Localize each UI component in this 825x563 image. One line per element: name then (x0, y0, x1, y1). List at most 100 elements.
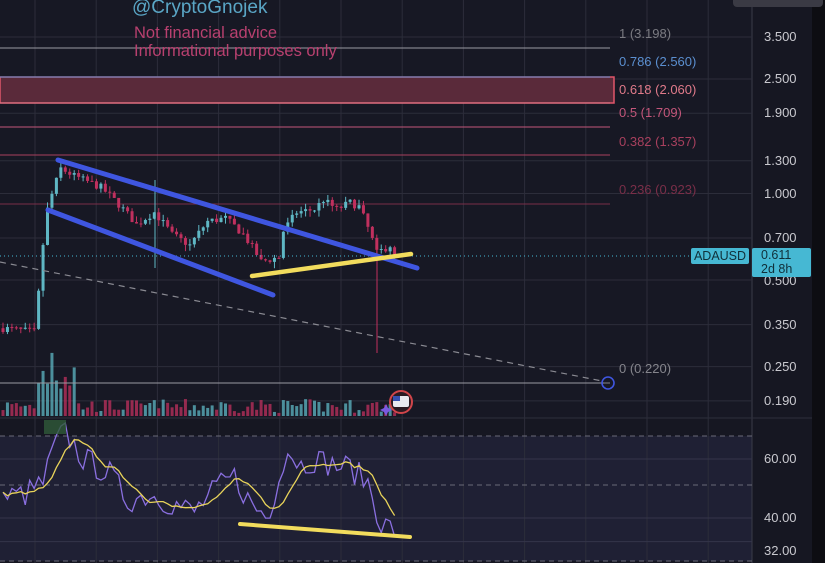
volume-bar (228, 404, 232, 416)
candle-body (272, 257, 276, 262)
candle-body (290, 214, 294, 223)
volume-bar (108, 400, 112, 416)
fib-label-0786: 0.786 (2.560) (619, 54, 697, 69)
current-price: 0.611 (761, 248, 792, 262)
volume-bar (72, 367, 76, 416)
candle-body (264, 259, 268, 261)
candle-body (72, 173, 76, 175)
candle-body (86, 176, 90, 181)
volume-bar (264, 404, 268, 416)
volume-bar (277, 412, 281, 416)
candle-body (10, 327, 14, 329)
candle-body (210, 218, 214, 221)
rsi-ma-line (2, 439, 396, 516)
right-edge (812, 0, 825, 563)
candle-body (353, 199, 357, 209)
candle-body (59, 167, 63, 178)
candle-body (126, 207, 130, 212)
volume-bar (259, 400, 263, 416)
candle-body (28, 327, 32, 329)
candle-body (112, 192, 116, 198)
fib-label-05: 0.5 (1.709) (619, 105, 682, 120)
us-flag-canton (393, 396, 400, 401)
candle-body (255, 243, 259, 255)
volume-bar (206, 407, 210, 416)
volume-bar (130, 400, 134, 416)
volume-bar (117, 409, 121, 416)
volume-bar (232, 411, 236, 416)
candle-body (335, 205, 339, 207)
candle-body (339, 206, 343, 208)
price-tick: 3.500 (764, 29, 797, 44)
rsi-tick: 60.00 (764, 451, 797, 466)
candle-body (237, 224, 241, 234)
volume-bar (86, 407, 90, 416)
volume-bar (375, 402, 379, 416)
volume-bar (1, 410, 5, 416)
volume-bar (241, 411, 245, 416)
candle-body (295, 213, 299, 215)
volume-bar (28, 404, 32, 416)
candle-body (1, 328, 5, 333)
volume-bar (348, 400, 352, 416)
candle-body (281, 231, 285, 258)
volume-bar (59, 388, 63, 416)
candle-body (308, 209, 312, 211)
candle-body (268, 260, 272, 262)
price-tick: 0.350 (764, 317, 797, 332)
candle-body (326, 199, 330, 203)
drawing-anchor-handle[interactable] (601, 376, 615, 390)
candle-body (388, 247, 392, 252)
top-right-toolbar-button[interactable] (733, 0, 823, 7)
volume-bar (250, 402, 254, 416)
volume-bar (90, 401, 94, 416)
candle-body (201, 227, 205, 231)
candle-body (370, 226, 374, 238)
candle-body (313, 210, 316, 212)
support-line (249, 251, 414, 279)
volume-bar (246, 406, 250, 416)
candle-body (188, 244, 192, 246)
price-tick: 0.190 (764, 393, 797, 408)
volume-bar (81, 409, 85, 416)
volume-bar (379, 411, 383, 416)
volume-bar (170, 407, 174, 416)
volume-bar (353, 412, 357, 416)
volume-bar (157, 408, 161, 416)
volume-bar (94, 411, 98, 416)
volume-bar (99, 410, 103, 416)
volume-bar (366, 404, 370, 416)
candle-body (250, 242, 254, 244)
volume-bar (152, 400, 156, 416)
candle-body (37, 290, 41, 329)
current-price-label: 0.611 2d 8h (752, 248, 811, 277)
candle-body (304, 209, 308, 212)
volume-bar (272, 411, 276, 416)
fib-label-0236: 0.236 (0.923) (619, 182, 697, 197)
price-tick: 0.700 (764, 230, 797, 245)
volume-bar (197, 410, 201, 416)
rsi-divergence-line (238, 522, 412, 539)
sparkle-icon (380, 404, 392, 416)
volume-bar (219, 402, 223, 416)
candle-body (321, 202, 325, 204)
volume-bar (143, 405, 147, 416)
volume-bar (5, 402, 9, 416)
volume-bar (139, 403, 143, 416)
channel-upper-line (55, 157, 420, 271)
candle-body (148, 218, 152, 221)
volume-bar (393, 412, 397, 416)
volume-bar (313, 400, 316, 416)
volume-bar (10, 404, 14, 416)
candle-body (94, 181, 98, 189)
volume-bar (344, 403, 348, 416)
candle-body (81, 176, 85, 178)
rsi-tick: 40.00 (764, 510, 797, 525)
candle-body (103, 183, 107, 192)
rsi-band (0, 436, 752, 561)
price-tick: 0.250 (764, 359, 797, 374)
main-pane (0, 0, 752, 418)
candle-body (68, 171, 72, 175)
price-tick: 2.500 (764, 71, 797, 86)
